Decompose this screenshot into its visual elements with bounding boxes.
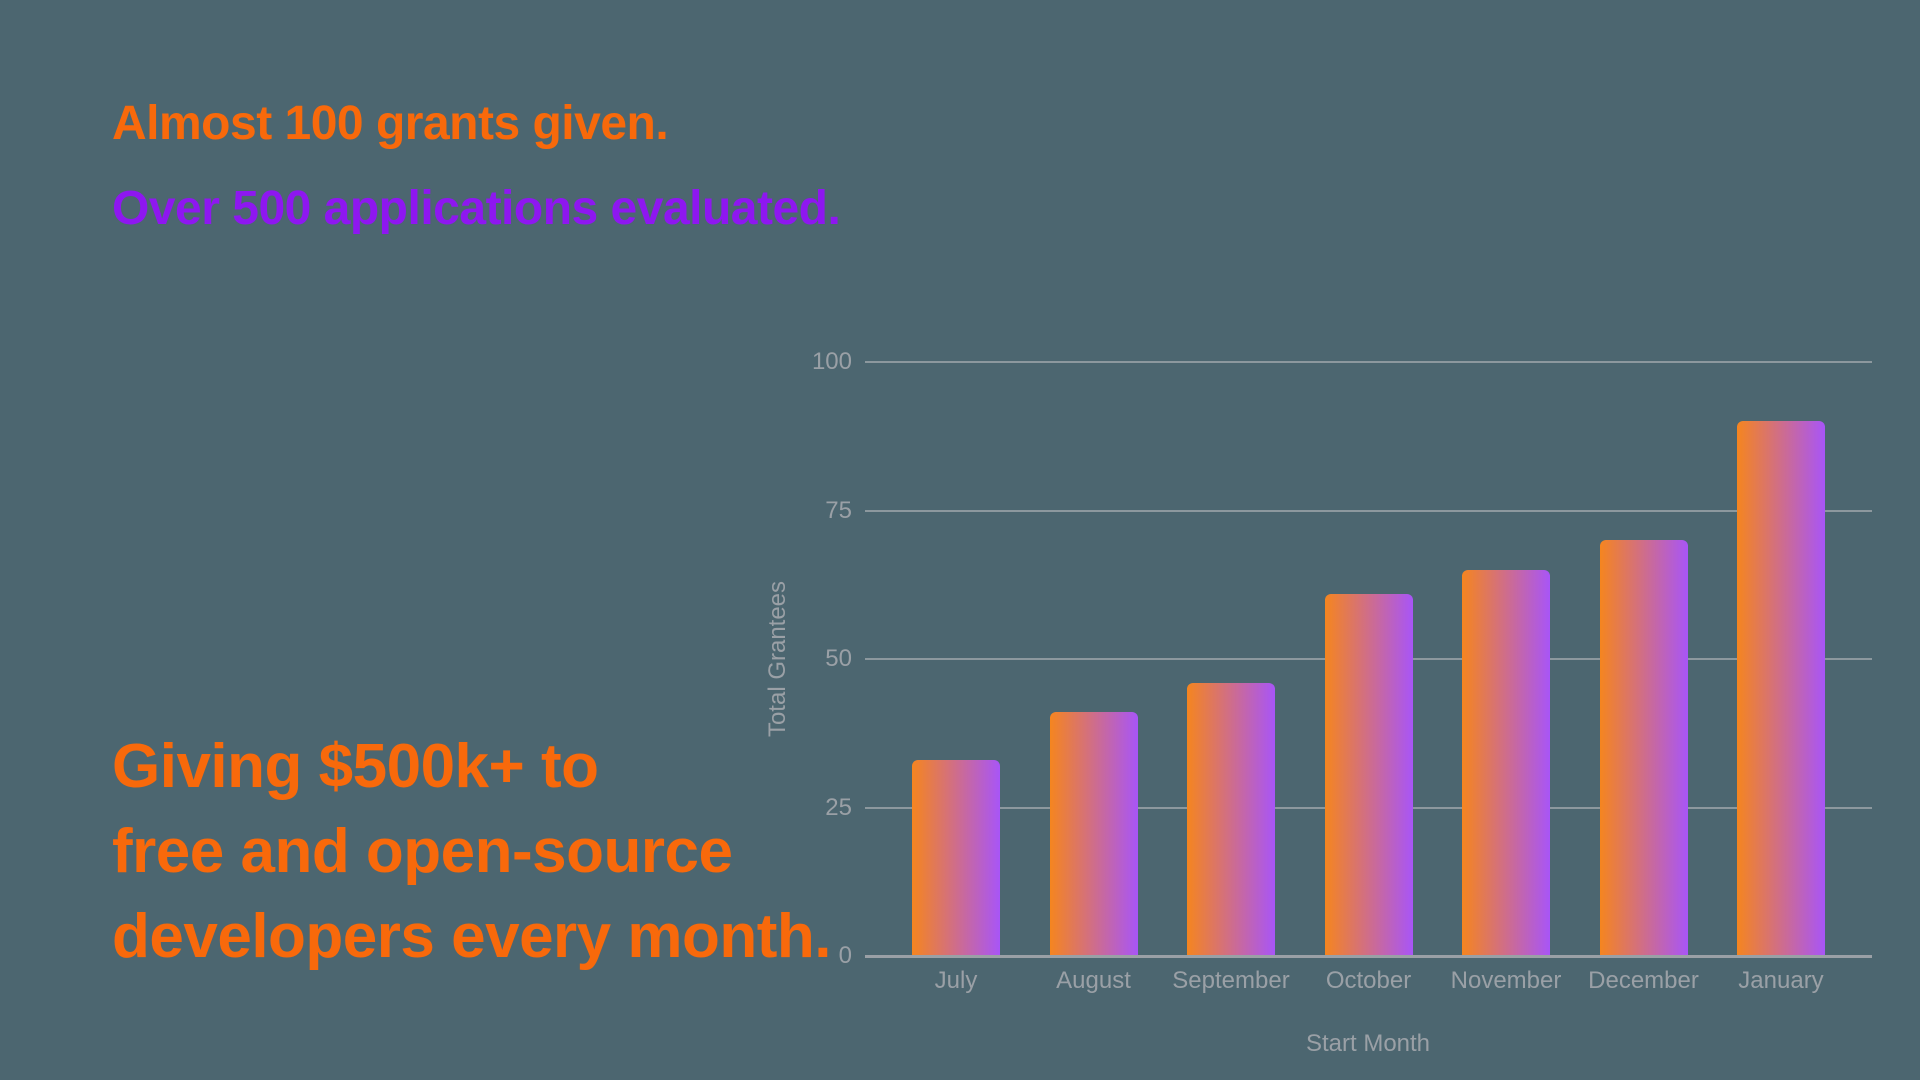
bar-november (1462, 569, 1550, 956)
bar-july (912, 759, 1000, 956)
stat-line-3: developers every month. (112, 902, 832, 971)
y-tick-label-75: 75 (825, 496, 852, 524)
headline-line-1: Almost 100 grants given. (112, 97, 669, 150)
gridline-100 (865, 361, 1872, 363)
bar-december (1599, 540, 1688, 956)
x-tick-label-november: November (1450, 967, 1562, 994)
stats-block: Giving $500k+ to free and open-source de… (112, 724, 832, 979)
x-tick-label-december: December (1588, 967, 1699, 994)
y-tick-label-50: 50 (825, 645, 852, 672)
y-tick-label-25: 25 (825, 793, 852, 821)
bar-january (1737, 421, 1825, 956)
x-tick-label-january: January (1738, 967, 1824, 994)
x-axis-title: Start Month (1305, 1030, 1431, 1057)
x-tick-label-october: October (1325, 967, 1412, 994)
x-tick-label-july: July (934, 967, 978, 994)
bar-october (1324, 593, 1413, 956)
stat-line-1: Giving $500k+ to (112, 732, 599, 801)
x-axis-line (865, 955, 1872, 958)
gridline-75 (865, 509, 1872, 512)
y-tick-label-0: 0 (838, 942, 852, 969)
x-tick-label-september: September (1172, 967, 1290, 994)
y-tick-label-100: 100 (811, 348, 852, 375)
stat-line-2: free and open-source (112, 817, 733, 886)
headline-line-2: Over 500 applications evaluated. (112, 182, 841, 235)
x-tick-label-august: August (1056, 967, 1131, 994)
bar-september (1187, 682, 1275, 956)
headline-block: Almost 100 grants given. Over 500 applic… (112, 81, 841, 251)
bar-august (1049, 712, 1138, 956)
